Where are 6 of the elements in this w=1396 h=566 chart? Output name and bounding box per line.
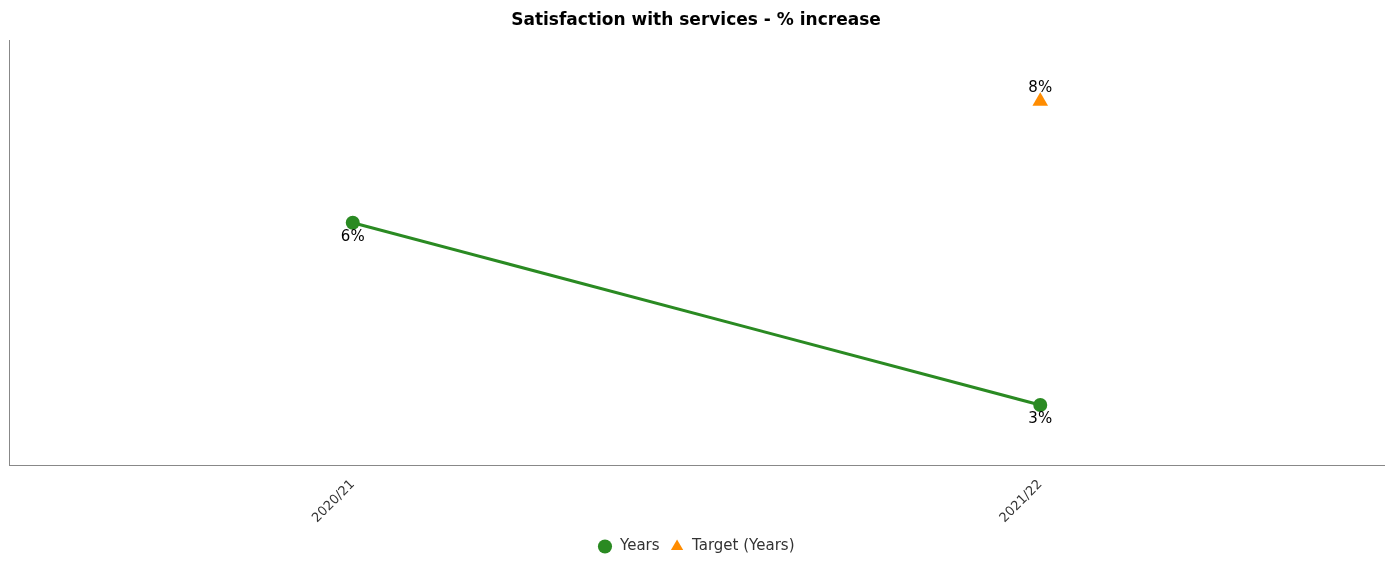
legend-label: Target (Years) [691, 536, 795, 555]
data-label: 6% [340, 227, 365, 246]
chart-title: Satisfaction with services - % increase [511, 8, 881, 29]
data-label: 3% [1028, 409, 1053, 428]
legend-label: Years [618, 536, 660, 555]
data-label: 8% [1028, 77, 1053, 96]
